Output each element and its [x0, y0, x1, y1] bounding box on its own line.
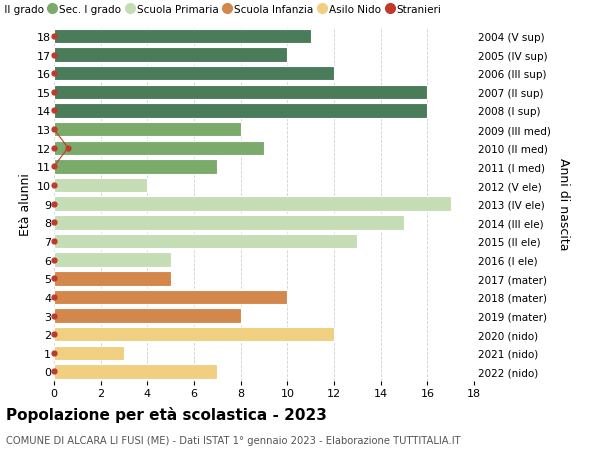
Bar [54, 290, 287, 304]
Text: COMUNE DI ALCARA LI FUSI (ME) - Dati ISTAT 1° gennaio 2023 - Elaborazione TUTTIT: COMUNE DI ALCARA LI FUSI (ME) - Dati IST… [6, 435, 461, 445]
Bar [54, 160, 217, 174]
Y-axis label: Anni di nascita: Anni di nascita [557, 158, 571, 251]
Bar [54, 29, 311, 44]
Bar [54, 48, 287, 63]
Bar [54, 179, 148, 193]
Bar [54, 253, 170, 267]
Bar [54, 364, 217, 379]
Bar [54, 141, 264, 156]
Bar [54, 271, 170, 286]
Bar [54, 197, 451, 212]
Bar [54, 327, 334, 341]
Bar [54, 216, 404, 230]
Bar [54, 85, 427, 100]
Bar [54, 346, 124, 360]
Bar [54, 123, 241, 137]
Bar [54, 67, 334, 81]
Y-axis label: Età alunni: Età alunni [19, 173, 32, 235]
Bar [54, 104, 427, 118]
Text: Popolazione per età scolastica - 2023: Popolazione per età scolastica - 2023 [6, 406, 327, 422]
Bar [54, 234, 358, 249]
Legend: Sec. II grado, Sec. I grado, Scuola Primaria, Scuola Infanzia, Asilo Nido, Stran: Sec. II grado, Sec. I grado, Scuola Prim… [0, 5, 442, 15]
Bar [54, 308, 241, 323]
